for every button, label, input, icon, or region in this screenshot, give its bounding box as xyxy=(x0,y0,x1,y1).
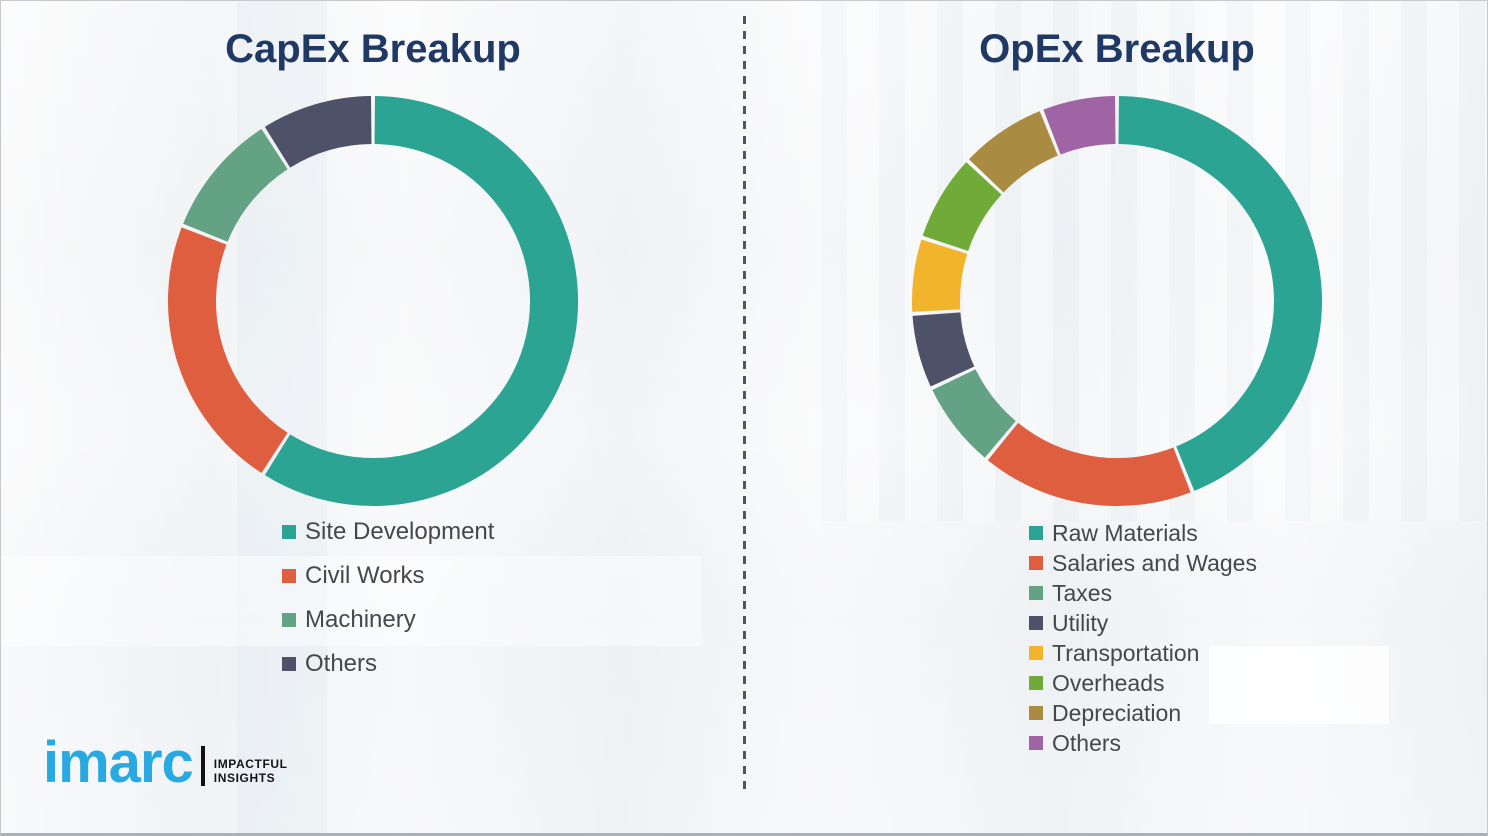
legend-swatch-taxes xyxy=(1029,586,1043,600)
donut-segment-civil-works xyxy=(168,227,289,474)
donut-segment-transportation xyxy=(912,239,968,312)
legend-swatch-others xyxy=(1029,736,1043,750)
imarc-logo-divider-bar xyxy=(200,746,205,787)
legend-item-utility: Utility xyxy=(1029,608,1257,638)
legend-swatch-overheads xyxy=(1029,676,1043,690)
opex-chart-title: OpEx Breakup xyxy=(979,27,1255,71)
legend-label-overheads: Overheads xyxy=(1052,669,1165,696)
donut-segment-overheads xyxy=(922,162,1002,252)
opex-donut-chart xyxy=(912,96,1322,506)
legend-label-others: Others xyxy=(1052,729,1122,756)
legend-item-civil-works: Civil Works xyxy=(282,554,494,598)
legend-item-raw-materials: Raw Materials xyxy=(1029,518,1257,548)
donut-segment-site-development xyxy=(264,96,578,506)
donut-segment-raw-materials xyxy=(1118,96,1322,491)
imarc-logo: imarc IMPACTFUL INSIGHTS xyxy=(43,730,288,795)
donut-segment-utility xyxy=(912,311,975,387)
imarc-logo-tagline: IMPACTFUL INSIGHTS xyxy=(214,757,288,788)
donut-segment-others xyxy=(264,96,373,168)
legend-item-overheads: Overheads xyxy=(1029,668,1257,698)
legend-label-utility: Utility xyxy=(1052,609,1109,636)
legend-swatch-raw-materials xyxy=(1029,526,1043,540)
legend-label-taxes: Taxes xyxy=(1052,579,1113,606)
imarc-tagline-line2: INSIGHTS xyxy=(213,771,276,786)
vertical-dashed-divider xyxy=(743,16,746,793)
legend-label-machinery: Machinery xyxy=(305,606,416,633)
imarc-logo-wordmark: imarc xyxy=(43,730,194,795)
capex-legend: Site Development Civil Works Machinery Othe… xyxy=(282,510,494,686)
legend-label-depreciation: Depreciation xyxy=(1052,699,1182,726)
legend-item-salaries-and-wages: Salaries and Wages xyxy=(1029,548,1257,578)
donut-segment-salaries-and-wages xyxy=(987,422,1191,506)
legend-swatch-transportation xyxy=(1029,646,1043,660)
legend-swatch-others xyxy=(282,657,296,671)
legend-swatch-machinery xyxy=(282,613,296,627)
donut-segment-depreciation xyxy=(968,111,1059,193)
legend-label-raw-materials: Raw Materials xyxy=(1052,519,1198,546)
opex-panel: OpEx Breakup Raw Materials Salaries and W… xyxy=(745,1,1487,833)
legend-label-civil-works: Civil Works xyxy=(305,562,425,589)
legend-item-depreciation: Depreciation xyxy=(1029,698,1257,728)
legend-item-transportation: Transportation xyxy=(1029,638,1257,668)
donut-segment-others xyxy=(1043,96,1117,155)
legend-item-others: Others xyxy=(1029,728,1257,758)
legend-label-salaries-and-wages: Salaries and Wages xyxy=(1052,549,1257,576)
legend-item-taxes: Taxes xyxy=(1029,578,1257,608)
legend-item-others: Others xyxy=(282,642,494,686)
legend-swatch-depreciation xyxy=(1029,706,1043,720)
legend-swatch-civil-works xyxy=(282,569,296,583)
capex-donut-chart xyxy=(168,96,578,506)
imarc-tagline-line1: IMPACTFUL xyxy=(213,757,288,772)
capex-chart-title: CapEx Breakup xyxy=(225,27,521,71)
legend-label-transportation: Transportation xyxy=(1052,639,1200,666)
legend-swatch-salaries-and-wages xyxy=(1029,556,1043,570)
capex-panel: CapEx Breakup Site Development Civil Work… xyxy=(1,1,745,833)
legend-label-others: Others xyxy=(305,650,378,677)
legend-item-machinery: Machinery xyxy=(282,598,494,642)
legend-item-site-development: Site Development xyxy=(282,510,494,554)
legend-swatch-site-development xyxy=(282,525,296,539)
legend-label-site-development: Site Development xyxy=(305,518,495,545)
legend-swatch-utility xyxy=(1029,616,1043,630)
opex-legend: Raw Materials Salaries and Wages Taxes Util… xyxy=(1029,518,1257,758)
donut-segment-taxes xyxy=(932,368,1017,458)
donut-segment-machinery xyxy=(183,128,289,243)
